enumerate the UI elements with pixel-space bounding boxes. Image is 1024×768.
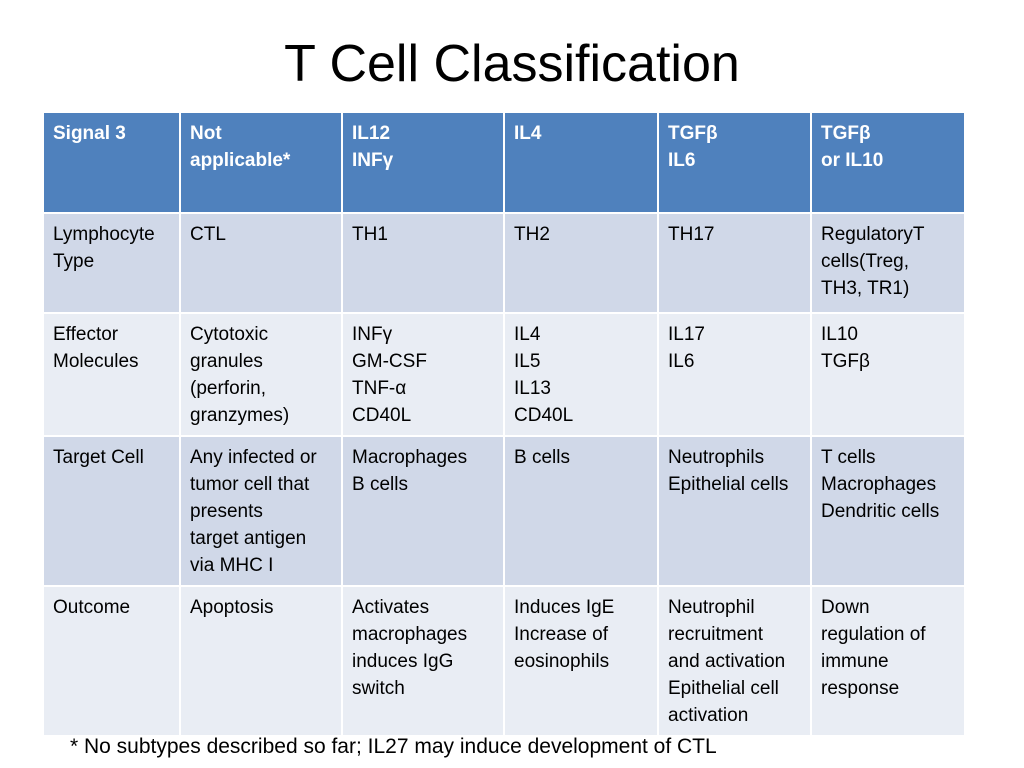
table-cell: CTL — [179, 212, 343, 314]
table-cell: TH1 — [341, 212, 505, 314]
table-cell: IL17 IL6 — [657, 312, 812, 437]
header-cell-il4: IL4 — [503, 111, 659, 214]
table-cell: Apoptosis — [179, 585, 343, 737]
table-row: Target Cell Any infected or tumor cell t… — [42, 435, 966, 587]
table-cell: B cells — [503, 435, 659, 587]
table-row: Outcome Apoptosis Activates macrophages … — [42, 585, 966, 737]
row-label-effector-molecules: Effector Molecules — [42, 312, 181, 437]
table-header-row: Signal 3 Not applicable* IL12 INFγ IL4 T… — [42, 111, 966, 214]
header-cell-il12: IL12 INFγ — [341, 111, 505, 214]
table-cell: TH17 — [657, 212, 812, 314]
table-cell: Any infected or tumor cell that presents… — [179, 435, 343, 587]
table-cell: Activates macrophages induces IgG switch — [341, 585, 505, 737]
header-cell-tgfb-il6: TGFβ IL6 — [657, 111, 812, 214]
table-cell: Neutrophils Epithelial cells — [657, 435, 812, 587]
table-cell: Induces IgE Increase of eosinophils — [503, 585, 659, 737]
table-cell: INFγ GM-CSF TNF-α CD40L — [341, 312, 505, 437]
table-cell: RegulatoryT cells(Treg, TH3, TR1) — [810, 212, 966, 314]
table-cell: T cells Macrophages Dendritic cells — [810, 435, 966, 587]
t-cell-classification-table: Signal 3 Not applicable* IL12 INFγ IL4 T… — [42, 111, 966, 737]
table-cell: IL10 TGFβ — [810, 312, 966, 437]
footnote: * No subtypes described so far; IL27 may… — [70, 735, 717, 758]
table-row: Lymphocyte Type CTL TH1 TH2 TH17 Regulat… — [42, 212, 966, 314]
row-label-lymphocyte-type: Lymphocyte Type — [42, 212, 181, 314]
header-cell-tgfb-il10: TGFβ or IL10 — [810, 111, 966, 214]
table-cell: Down regulation of immune response — [810, 585, 966, 737]
row-label-outcome: Outcome — [42, 585, 181, 737]
table-cell: TH2 — [503, 212, 659, 314]
table-cell: IL4 IL5 IL13 CD40L — [503, 312, 659, 437]
header-cell-not-applicable: Not applicable* — [179, 111, 343, 214]
table-row: Effector Molecules Cytotoxic granules (p… — [42, 312, 966, 437]
header-cell-signal3: Signal 3 — [42, 111, 181, 214]
table-cell: Macrophages B cells — [341, 435, 505, 587]
row-label-target-cell: Target Cell — [42, 435, 181, 587]
table-cell: Neutrophil recruitment and activation Ep… — [657, 585, 812, 737]
table-cell: Cytotoxic granules (perforin, granzymes) — [179, 312, 343, 437]
slide-title: T Cell Classification — [284, 35, 740, 93]
